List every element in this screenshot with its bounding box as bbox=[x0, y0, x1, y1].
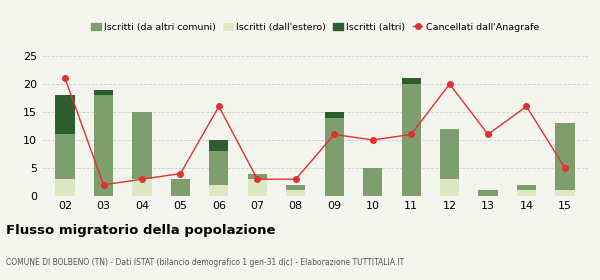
Bar bbox=[440, 129, 459, 179]
Bar bbox=[401, 78, 421, 84]
Text: COMUNE DI BOLBENO (TN) - Dati ISTAT (bilancio demografico 1 gen-31 dic) - Elabor: COMUNE DI BOLBENO (TN) - Dati ISTAT (bil… bbox=[6, 258, 404, 267]
Bar bbox=[55, 95, 74, 134]
Text: Flusso migratorio della popolazione: Flusso migratorio della popolazione bbox=[6, 224, 275, 237]
Bar bbox=[286, 185, 305, 190]
Bar bbox=[55, 179, 74, 196]
Legend: Iscritti (da altri comuni), Iscritti (dall'estero), Iscritti (altri), Cancellati: Iscritti (da altri comuni), Iscritti (da… bbox=[88, 19, 542, 36]
Bar bbox=[209, 140, 229, 151]
Bar bbox=[325, 118, 344, 196]
Bar bbox=[517, 190, 536, 196]
Bar bbox=[209, 151, 229, 185]
Bar bbox=[94, 95, 113, 196]
Bar bbox=[286, 190, 305, 196]
Bar bbox=[55, 134, 74, 179]
Bar bbox=[248, 179, 267, 196]
Bar bbox=[478, 190, 497, 196]
Bar bbox=[94, 90, 113, 95]
Bar bbox=[209, 185, 229, 196]
Bar bbox=[133, 179, 152, 196]
Bar bbox=[133, 112, 152, 179]
Bar bbox=[363, 168, 382, 196]
Bar bbox=[517, 185, 536, 190]
Bar bbox=[248, 174, 267, 179]
Bar bbox=[401, 84, 421, 196]
Bar bbox=[556, 123, 575, 190]
Bar bbox=[171, 179, 190, 196]
Bar bbox=[440, 179, 459, 196]
Bar bbox=[556, 190, 575, 196]
Bar bbox=[325, 112, 344, 118]
